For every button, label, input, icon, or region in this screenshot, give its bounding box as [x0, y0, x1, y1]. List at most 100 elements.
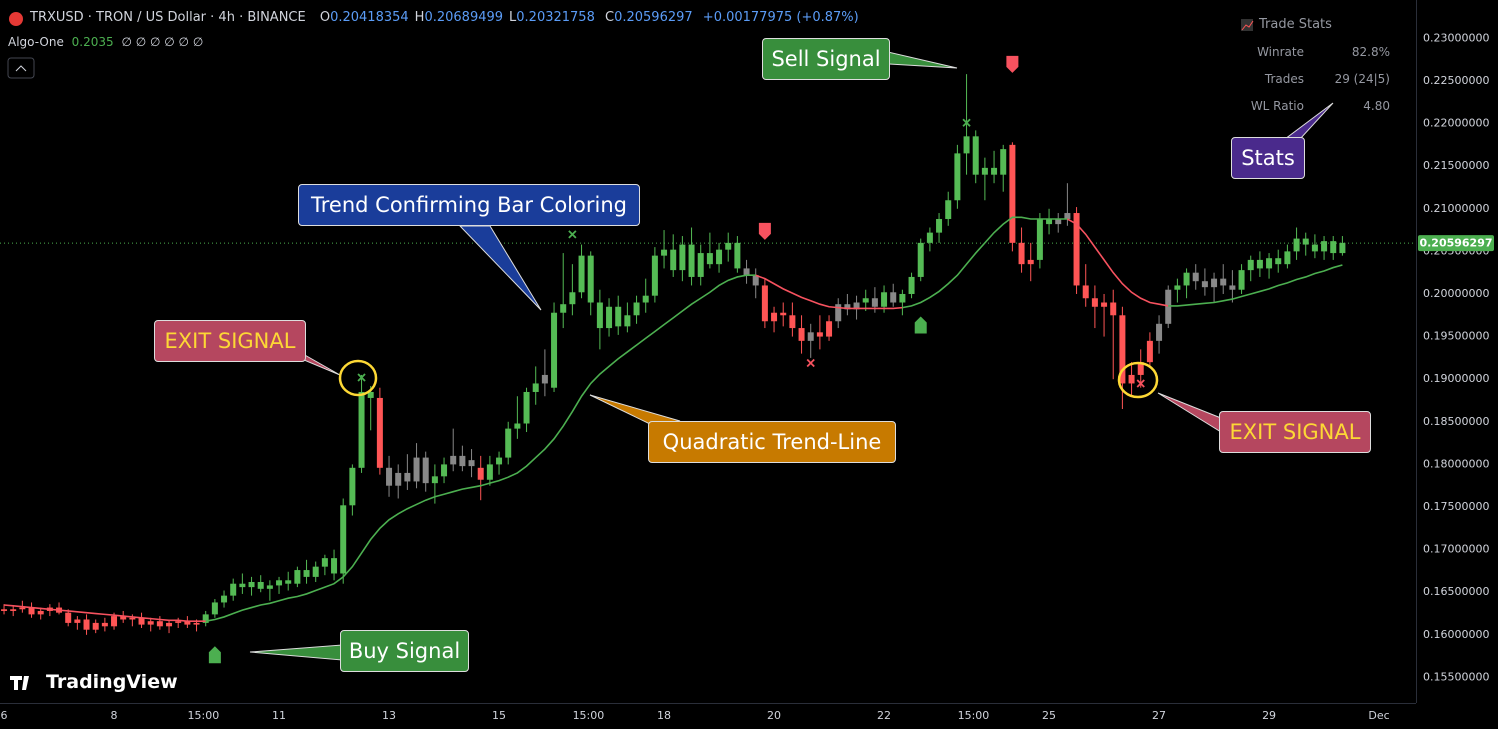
candle-body — [1000, 149, 1007, 175]
candle-body — [1146, 340, 1153, 363]
candle-body — [807, 332, 814, 341]
candle-body — [1091, 298, 1098, 307]
ohlc-key: H — [414, 10, 425, 25]
last-price-tag — [1418, 235, 1494, 252]
y-tick-label: 0.16000000 — [1423, 628, 1489, 641]
candle-body — [486, 464, 493, 480]
candle-body — [963, 136, 970, 154]
candle-body — [1128, 374, 1135, 384]
candle-body — [1275, 258, 1282, 265]
ohlc-value: 0.20321758 — [516, 10, 595, 25]
candle-body — [725, 242, 732, 250]
candle-body — [1165, 289, 1172, 324]
x-tick-label: 6 — [1, 709, 8, 722]
candle-body — [431, 476, 438, 484]
candle-body — [780, 312, 787, 316]
candle-body — [340, 505, 347, 574]
y-tick-label: 0.18500000 — [1423, 415, 1489, 428]
candle-body — [239, 583, 246, 588]
x-tick-label: 25 — [1042, 709, 1056, 722]
candle-body — [166, 622, 173, 627]
candle-body — [881, 292, 888, 307]
x-tick-label: 18 — [657, 709, 671, 722]
candle-body — [404, 472, 411, 482]
candle-body — [1339, 242, 1346, 254]
candle-body — [826, 321, 833, 337]
candle-body — [1256, 259, 1263, 269]
close-value: 0.20596297 — [614, 10, 693, 25]
candle-body — [1201, 281, 1208, 288]
indicator-value: 0.2035 — [71, 35, 114, 49]
candle-body — [331, 558, 338, 574]
candle-body — [1027, 259, 1034, 265]
x-tick-label: 15:00 — [188, 709, 220, 722]
candle-body — [477, 467, 484, 480]
candle-body — [853, 302, 860, 310]
stat-label: Winrate — [1257, 45, 1304, 59]
candle-body — [221, 595, 228, 603]
candle-body — [1229, 285, 1236, 290]
candle-body — [1211, 278, 1218, 288]
candle-body — [615, 306, 622, 327]
candle-body — [1174, 285, 1181, 290]
stats-title: Trade Stats — [1259, 17, 1332, 32]
candle-body — [111, 616, 118, 627]
trend-line — [902, 216, 1068, 309]
callout: Trend Confirming Bar Coloring — [298, 184, 640, 226]
candle-body — [1321, 241, 1328, 252]
x-tick-label: 27 — [1152, 709, 1166, 722]
candle-body — [321, 558, 328, 567]
ohlc-key: O — [319, 10, 331, 25]
candle-body — [926, 232, 933, 243]
ohlc-value: 0.20418354 — [330, 10, 409, 25]
candle-body — [184, 621, 191, 625]
candle-body — [1293, 238, 1300, 252]
trend-line — [3, 604, 206, 622]
candle-body — [661, 249, 668, 256]
candle-body — [523, 391, 530, 424]
close-key: C — [605, 10, 615, 25]
candle-body — [596, 302, 603, 329]
candle-body — [1238, 270, 1245, 290]
change: +0.00177975 (+0.87%) — [702, 10, 859, 25]
candle-body — [1156, 323, 1163, 341]
candle-body — [1082, 285, 1089, 299]
candle-body — [734, 242, 741, 269]
stat-label: WL Ratio — [1250, 99, 1304, 113]
candle-body — [789, 315, 796, 329]
candle-body — [441, 464, 448, 477]
trend-line — [205, 274, 756, 622]
candle-body — [587, 255, 594, 303]
candle-body — [706, 253, 713, 265]
candle-body — [202, 614, 209, 623]
candle-body — [890, 292, 897, 303]
candle-body — [211, 602, 218, 615]
candle-body — [1110, 302, 1117, 316]
last-price-label: 0.20596297 — [1419, 237, 1492, 250]
candle-body — [606, 306, 613, 329]
candle-body — [532, 383, 539, 392]
candle-body — [679, 244, 686, 271]
candle-body — [633, 302, 640, 316]
candle-body — [349, 467, 356, 506]
candle-body — [541, 374, 548, 384]
candle-body — [257, 581, 264, 589]
brand-name: TradingView — [46, 671, 178, 693]
ohlc-key: L — [509, 10, 517, 25]
candle-body — [981, 167, 988, 175]
candle-body — [1018, 242, 1025, 265]
y-tick-label: 0.16500000 — [1423, 585, 1489, 598]
candle-body — [991, 167, 998, 175]
trend-line — [1168, 264, 1343, 307]
candle-body — [468, 460, 475, 467]
candle-body — [505, 428, 512, 458]
candle-body — [1073, 213, 1080, 286]
candle-body — [413, 457, 420, 482]
candle-body — [743, 268, 750, 276]
exit-mark — [806, 358, 815, 368]
candle-body — [560, 304, 567, 313]
y-tick-label: 0.18000000 — [1423, 457, 1489, 470]
sell-signal — [758, 222, 771, 240]
